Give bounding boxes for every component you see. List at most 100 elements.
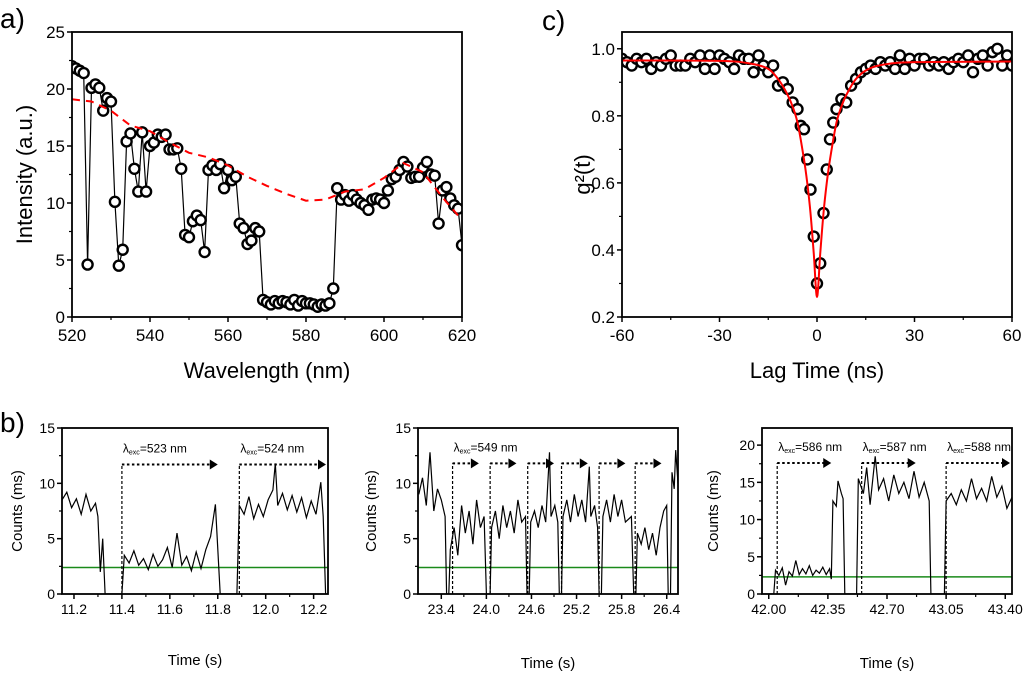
lambda-symbol: λ — [778, 440, 784, 454]
x-tick-label: 30 — [905, 326, 924, 345]
x-tick-label: 11.8 — [205, 601, 231, 617]
data-point — [245, 234, 258, 247]
arrow-head-icon — [546, 458, 555, 469]
data-point — [217, 181, 231, 195]
data-point — [420, 155, 434, 169]
arrow-head-icon — [470, 458, 479, 469]
y-axis-label: Counts (ms) — [9, 470, 26, 552]
data-point — [116, 243, 129, 256]
x-tick-label: 520 — [58, 326, 86, 345]
subscript-exc: exc — [953, 448, 964, 455]
panel-label-b: b) — [0, 407, 25, 438]
y-tick-label: 5 — [403, 531, 411, 547]
data-point — [327, 282, 340, 295]
y-tick-label: 0 — [747, 586, 755, 602]
data-point — [124, 127, 137, 140]
data-point — [331, 181, 344, 195]
data-point — [961, 49, 975, 62]
arrow-head-icon — [209, 459, 218, 470]
arrow-head-icon — [907, 457, 916, 468]
data-point — [752, 49, 765, 62]
x-tick-label: 43.05 — [929, 601, 964, 617]
plot-frame — [61, 427, 329, 595]
x-tick-label: 25.8 — [608, 601, 635, 617]
x-tick-label: 12.0 — [252, 601, 279, 617]
data-point — [1005, 59, 1012, 72]
data-point — [766, 59, 780, 72]
chart-b3: 42.00 42.35 42.70 43.05 43.40 0 5 10 15 20 Time (s… — [705, 427, 1023, 672]
data-point — [708, 62, 721, 76]
data-point — [112, 259, 126, 272]
data-point — [966, 66, 980, 79]
intensity-trace — [62, 463, 327, 594]
y-axis-label: Counts (ms) — [705, 470, 722, 552]
excitation-label: λexc=523 nm — [123, 442, 187, 457]
x-tick-label: 620 — [448, 326, 476, 345]
y-tick-label: 10 — [739, 512, 755, 528]
y-tick-label: 10 — [46, 194, 65, 213]
lambda-symbol: λ — [947, 440, 953, 454]
data-point — [229, 170, 243, 183]
data-point — [237, 221, 250, 235]
lambda-symbol: λ — [863, 440, 869, 454]
lambda-symbol: λ — [454, 440, 460, 454]
data-point — [991, 42, 1004, 55]
x-tick-label: 60 — [1003, 326, 1022, 345]
data-point — [377, 196, 391, 210]
x-tick-label: 26.4 — [653, 601, 680, 617]
data-point — [428, 169, 441, 182]
x-tick-label: 11.6 — [157, 601, 183, 617]
data-point — [432, 217, 445, 230]
arrow-head-icon — [508, 458, 517, 469]
x-tick-label: 24.6 — [518, 601, 545, 617]
chart-c: -60 -30 0 30 60 0.2 0.4 0.6 0.8 1.0 Lag Time (ns) g… — [570, 31, 1022, 383]
x-tick-label: 42.35 — [810, 601, 845, 617]
data-point — [174, 162, 188, 176]
y-tick-label: 25 — [46, 23, 65, 42]
data-point — [108, 195, 122, 209]
data-point — [807, 230, 820, 243]
y-tick-label: 10 — [395, 475, 411, 491]
data-point — [198, 245, 211, 259]
x-tick-label: 600 — [370, 326, 398, 345]
data-point — [893, 49, 907, 62]
y-tick-label: 10 — [39, 475, 55, 491]
x-tick-label: 11.2 — [61, 601, 87, 617]
y-tick-label: 20 — [739, 437, 755, 453]
fit-curve — [622, 59, 1012, 298]
wavelength-value: =524 nm — [257, 442, 304, 456]
x-axis-label: Time (s) — [521, 655, 575, 672]
arrow-head-icon — [617, 458, 626, 469]
lambda-symbol: λ — [240, 442, 246, 456]
x-tick-label: 11.4 — [109, 601, 135, 617]
wavelength-value: =588 nm — [964, 440, 1011, 454]
plot-frame — [621, 31, 1013, 318]
subscript-exc: exc — [869, 448, 880, 455]
data-point — [455, 238, 462, 252]
y-tick-label: 0.8 — [591, 107, 615, 126]
y-tick-label: 15 — [46, 137, 65, 156]
y-axis-label: g²(t) — [570, 154, 595, 194]
plot-frame — [761, 427, 1013, 595]
excitation-label: λexc=524 nm — [240, 442, 304, 457]
panel-label-c: c) — [542, 5, 565, 36]
data-point — [253, 225, 266, 238]
chart-b1: 11.2 11.4 11.6 11.8 12.0 12.2 0 5 10 15 Time (s) Co… — [9, 420, 329, 669]
x-tick-label: 23.4 — [428, 601, 455, 617]
data-point — [727, 62, 741, 76]
y-tick-label: 0 — [56, 308, 65, 327]
data-point — [135, 126, 149, 139]
x-tick-label: 12.2 — [300, 601, 327, 617]
x-tick-label: -60 — [610, 326, 635, 345]
subscript-exc: exc — [784, 448, 795, 455]
x-tick-label: 560 — [214, 326, 242, 345]
x-tick-label: 25.2 — [563, 601, 590, 617]
excitation-label: λexc=586 nm — [778, 440, 842, 455]
excitation-label: λexc=588 nm — [947, 440, 1011, 455]
data-point — [139, 185, 153, 198]
plot-frame — [71, 31, 463, 318]
data-point — [104, 95, 118, 108]
y-tick-label: 5 — [56, 251, 65, 270]
arrow-head-icon — [318, 459, 326, 470]
